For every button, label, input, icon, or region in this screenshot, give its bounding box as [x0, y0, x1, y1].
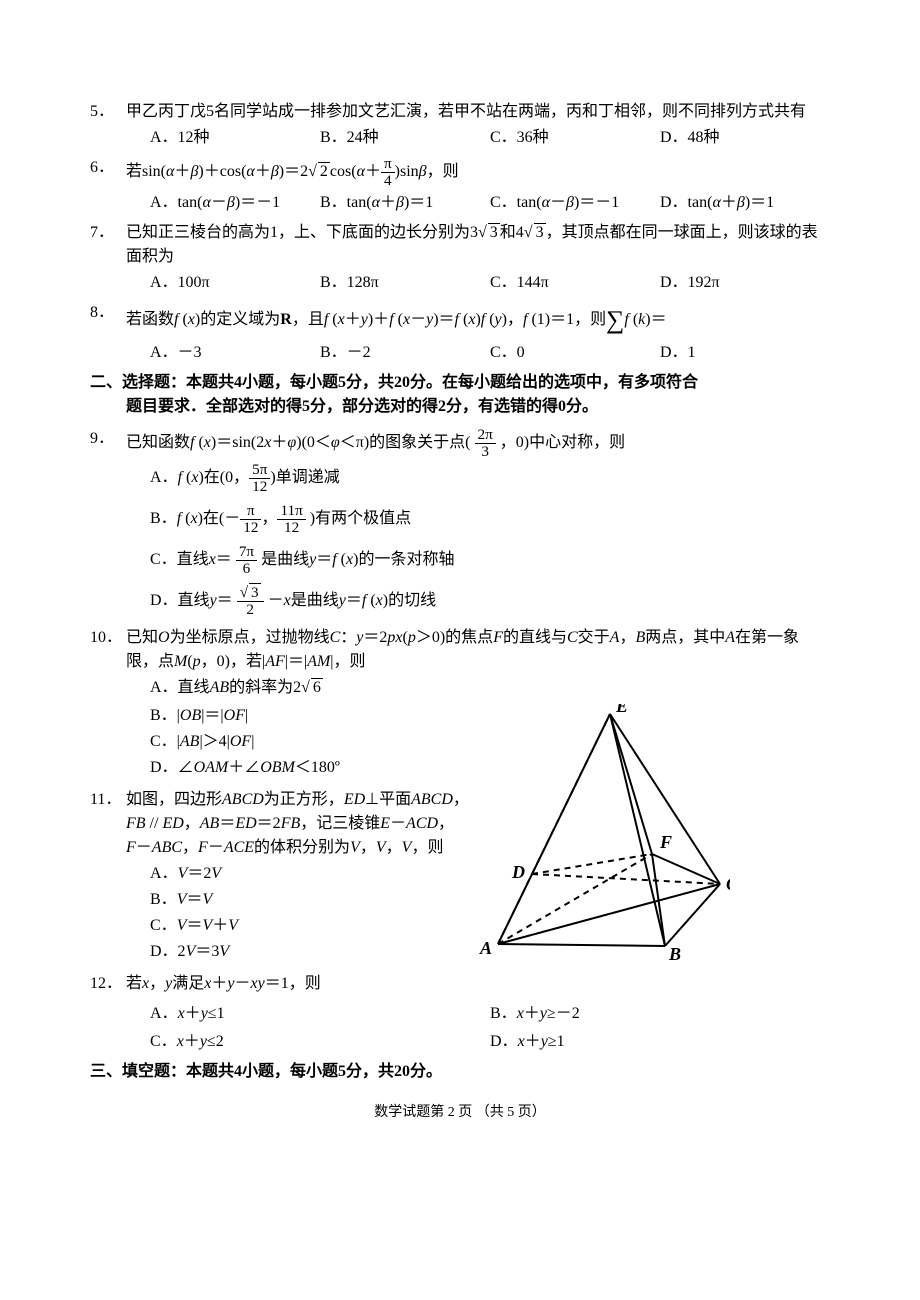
- q8-opt-b: B．－2: [320, 341, 490, 365]
- svg-text:A: A: [479, 938, 492, 958]
- q6-opt-c: C．tan(α－β)＝－1: [490, 191, 660, 215]
- q7-opt-b: B．128π: [320, 271, 490, 295]
- section-2-header: 二、选择题：本题共4小题，每小题5分，共20分。在每小题给出的选项中，有多项符合…: [90, 371, 830, 419]
- q9-opt-b: B．f (x)在(－π12，11π12 )有两个极值点: [150, 503, 830, 536]
- q6-options: A．tan(α－β)＝－1 B．tan(α＋β)＝1 C．tan(α－β)＝－1…: [150, 191, 830, 215]
- question-12: 12． 若x，y满足x＋y－xy＝1，则 A．x＋y≤1 B．x＋y≥－2 C．…: [90, 972, 830, 1054]
- q8-opt-a: A．－3: [150, 341, 320, 365]
- q7-number: 7．: [90, 221, 126, 245]
- q8-opt-c: C．0: [490, 341, 660, 365]
- svg-text:C: C: [726, 874, 730, 894]
- q7-opt-a: A．100π: [150, 271, 320, 295]
- q7-text: 已知正三棱台的高为1，上、下底面的边长分别为3√3和4√3，其顶点都在同一球面上…: [126, 221, 830, 269]
- q9-opt-a: A．f (x)在(0，5π12)单调递减: [150, 462, 830, 495]
- section-3-header: 三、填空题：本题共4小题，每小题5分，共20分。: [90, 1060, 830, 1084]
- q5-opt-c: C．36种: [490, 126, 660, 150]
- q6-number: 6．: [90, 156, 126, 180]
- page-footer: 数学试题第 2 页 （共 5 页）: [90, 1102, 830, 1123]
- q12-opt-a: A．x＋y≤1: [150, 1002, 490, 1026]
- q5-number: 5．: [90, 100, 126, 124]
- question-8: 8． 若函数f (x)的定义域为R，且f (x＋y)＋f (x－y)＝f (x)…: [90, 301, 830, 365]
- section-2-line2: 题目要求．全部选对的得5分，部分选对的得2分，有选错的得0分。: [126, 395, 830, 419]
- q7-options: A．100π B．128π C．144π D．192π: [150, 271, 830, 295]
- geometry-figure: E F D C A B: [470, 704, 730, 964]
- question-6: 6． 若sin(α＋β)＋cos(α＋β)＝2√2cos(α＋π4)sinβ，则…: [90, 156, 830, 215]
- q9-opt-c: C．直线x＝ 7π6 是曲线y＝f (x)的一条对称轴: [150, 544, 830, 577]
- q10-text: 已知O为坐标原点，过抛物线C：y＝2px(p＞0)的焦点F的直线与C交于A，B两…: [126, 626, 830, 674]
- svg-text:D: D: [511, 862, 525, 882]
- q8-number: 8．: [90, 301, 126, 325]
- q12-number: 12．: [90, 972, 126, 996]
- svg-text:F: F: [659, 832, 672, 852]
- q12-options: A．x＋y≤1 B．x＋y≥－2 C．x＋y≤2 D．x＋y≥1: [150, 1002, 830, 1054]
- q5-opt-a: A．12种: [150, 126, 320, 150]
- q9-text: 已知函数f (x)＝sin(2x＋φ)(0＜φ＜π)的图象关于点( 2π3 ，0…: [126, 427, 830, 460]
- q6-opt-a: A．tan(α－β)＝－1: [150, 191, 320, 215]
- question-9: 9． 已知函数f (x)＝sin(2x＋φ)(0＜φ＜π)的图象关于点( 2π3…: [90, 427, 830, 618]
- q6-opt-d: D．tan(α＋β)＝1: [660, 191, 830, 215]
- q10-number: 10．: [90, 626, 126, 650]
- q12-opt-b: B．x＋y≥－2: [490, 1002, 830, 1026]
- q10-opt-a: A．直线AB的斜率为2√6: [150, 676, 830, 700]
- q12-opt-d: D．x＋y≥1: [490, 1030, 830, 1054]
- svg-text:E: E: [615, 704, 628, 716]
- svg-text:B: B: [668, 944, 681, 964]
- q12-opt-c: C．x＋y≤2: [150, 1030, 490, 1054]
- q9-opt-d: D．直线y＝ √32 －x是曲线y＝f (x)的切线: [150, 585, 830, 618]
- q9-number: 9．: [90, 427, 126, 451]
- q7-opt-d: D．192π: [660, 271, 830, 295]
- question-10: 10． 已知O为坐标原点，过抛物线C：y＝2px(p＞0)的焦点F的直线与C交于…: [90, 626, 830, 700]
- question-7: 7． 已知正三棱台的高为1，上、下底面的边长分别为3√3和4√3，其顶点都在同一…: [90, 221, 830, 295]
- q8-opt-d: D．1: [660, 341, 830, 365]
- q8-options: A．－3 B．－2 C．0 D．1: [150, 341, 830, 365]
- q5-opt-b: B．24种: [320, 126, 490, 150]
- q12-text: 若x，y满足x＋y－xy＝1，则: [126, 972, 830, 996]
- q6-opt-b: B．tan(α＋β)＝1: [320, 191, 490, 215]
- q6-text: 若sin(α＋β)＋cos(α＋β)＝2√2cos(α＋π4)sinβ，则: [126, 156, 830, 189]
- q5-text: 甲乙丙丁戊5名同学站成一排参加文艺汇演，若甲不站在两端，丙和丁相邻，则不同排列方…: [126, 100, 830, 124]
- q11-number: 11．: [90, 788, 126, 812]
- section-2-line1: 二、选择题：本题共4小题，每小题5分，共20分。在每小题给出的选项中，有多项符合: [90, 371, 830, 395]
- q7-opt-c: C．144π: [490, 271, 660, 295]
- q5-options: A．12种 B．24种 C．36种 D．48种: [150, 126, 830, 150]
- question-5: 5． 甲乙丙丁戊5名同学站成一排参加文艺汇演，若甲不站在两端，丙和丁相邻，则不同…: [90, 100, 830, 150]
- q8-text: 若函数f (x)的定义域为R，且f (x＋y)＋f (x－y)＝f (x)f (…: [126, 301, 830, 339]
- q5-opt-d: D．48种: [660, 126, 830, 150]
